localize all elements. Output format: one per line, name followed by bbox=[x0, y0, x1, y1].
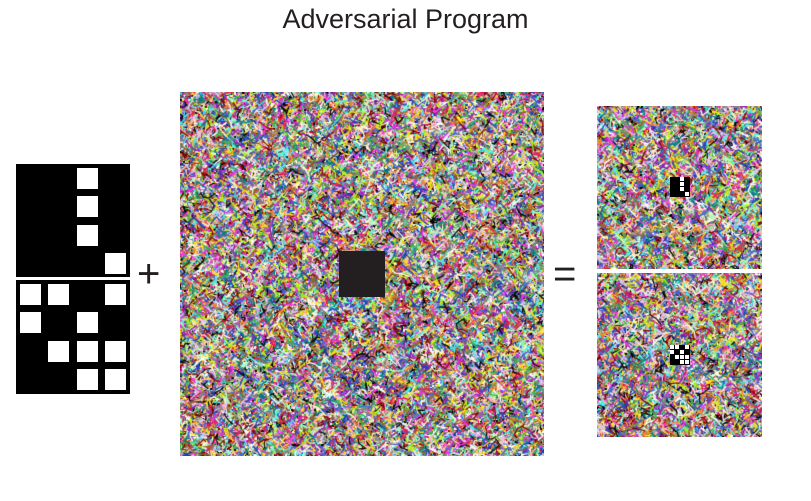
grid-cell bbox=[680, 355, 684, 359]
equals-operator: = bbox=[553, 252, 577, 296]
output-top-embedded-task bbox=[670, 177, 690, 197]
grid-cell bbox=[105, 369, 126, 390]
adversarial-program-image bbox=[180, 92, 544, 456]
grid-cell bbox=[670, 345, 674, 349]
grid-cell bbox=[685, 192, 689, 196]
grid-cell bbox=[76, 340, 98, 362]
grid-cell bbox=[105, 340, 126, 362]
grid-cell bbox=[76, 167, 98, 189]
grid-cell bbox=[680, 187, 684, 191]
grid-cell bbox=[19, 283, 41, 305]
grid-cell bbox=[685, 355, 689, 359]
output-image-top bbox=[597, 106, 762, 269]
grid-cell bbox=[675, 355, 679, 359]
grid-cell bbox=[76, 369, 98, 390]
grid-cell bbox=[675, 345, 679, 349]
grid-cell bbox=[680, 350, 684, 354]
program-center-hole bbox=[339, 251, 385, 297]
grid-cell bbox=[670, 350, 674, 354]
grid-cell bbox=[19, 312, 41, 333]
grid-cell bbox=[680, 177, 684, 181]
output-divider bbox=[597, 269, 762, 272]
grid-cell bbox=[48, 283, 69, 305]
grid-cell bbox=[685, 345, 689, 349]
grid-cell bbox=[680, 182, 684, 186]
grid-cell bbox=[76, 196, 98, 217]
grid-cell bbox=[48, 340, 69, 362]
grid-cell bbox=[76, 312, 98, 333]
task-divider bbox=[14, 277, 132, 280]
grid-cell bbox=[680, 360, 684, 364]
output-bottom-embedded-task bbox=[670, 345, 690, 365]
task-image-bottom bbox=[16, 280, 130, 394]
grid-cell bbox=[105, 283, 126, 305]
plus-operator: + bbox=[137, 252, 161, 296]
grid-cell bbox=[76, 224, 98, 246]
task-image-top bbox=[16, 164, 130, 278]
grid-cell bbox=[685, 360, 689, 364]
figure-title: Adversarial Program bbox=[282, 4, 529, 34]
grid-cell bbox=[105, 253, 126, 274]
